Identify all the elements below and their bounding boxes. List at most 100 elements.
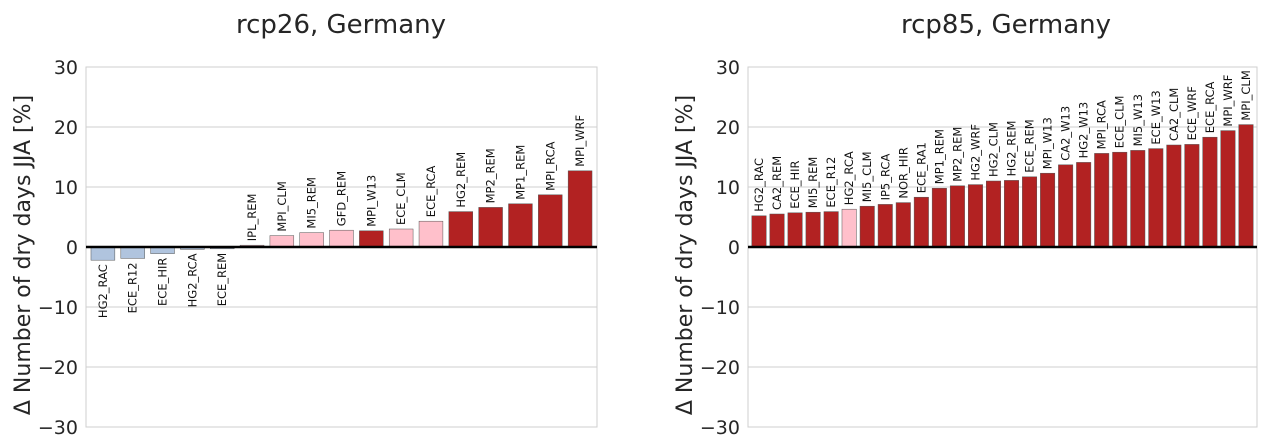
bar-label-mi5-w13: MI5_W13 bbox=[1131, 94, 1145, 146]
bar-hg2-rac bbox=[90, 246, 116, 261]
y-tick-label: −20 bbox=[38, 357, 78, 379]
bar-hg2-rca bbox=[841, 208, 857, 248]
bar-mpi-w13 bbox=[1040, 172, 1056, 248]
bar-label-mp2-rem: MP2_REM bbox=[950, 127, 964, 182]
bar-mp1-rem bbox=[508, 203, 533, 248]
bar-label-nor-hir: NOR_HIR bbox=[896, 147, 910, 198]
bar-label-hg2-clm: HG2_CLM bbox=[986, 122, 1000, 177]
bar-label-hg2-wrf: HG2_WRF bbox=[968, 124, 982, 181]
bar-mpi-rca bbox=[1094, 153, 1110, 248]
bar-label-ece-wrf: ECE_WRF bbox=[1185, 86, 1199, 140]
bar-ece-w13 bbox=[1148, 148, 1164, 248]
bar-label-ca2-w13: CA2_W13 bbox=[1059, 106, 1073, 161]
bar-mpi-rca bbox=[538, 194, 563, 248]
bar-label-mpi-w13: MPI_W13 bbox=[364, 175, 378, 227]
chart-rcp85: −30 −20 −10 0 10 20 30 HG2_RAC CA2_REM ECE_HIR MI5… bbox=[673, 10, 1258, 439]
bar-label-ece-rem: ECE_REM bbox=[215, 253, 229, 307]
bar-mi5-rem bbox=[805, 211, 821, 248]
bar-ece-hir bbox=[787, 212, 803, 248]
bar-label-mpi-rca: MPI_RCA bbox=[543, 141, 557, 190]
bar-label-ece-hir: ECE_HIR bbox=[788, 160, 802, 208]
bar-mp1-rem bbox=[931, 187, 947, 248]
bar-mpi-w13 bbox=[359, 230, 384, 248]
bar-ca2-w13 bbox=[1058, 164, 1074, 248]
bar-hg2-rem bbox=[448, 211, 473, 248]
y-tick-label: −30 bbox=[700, 417, 740, 439]
y-tick-label: −30 bbox=[38, 417, 78, 439]
bar-label-ip5-rca: IP5_RCA bbox=[878, 154, 892, 201]
y-axis-label: Δ Number of dry days JJA [%] bbox=[673, 95, 698, 415]
bar-ca2-rem bbox=[769, 213, 785, 248]
y-tick-label: −10 bbox=[700, 297, 740, 319]
bar-ece-ra1 bbox=[913, 196, 929, 248]
bar-ece-clm bbox=[388, 228, 414, 248]
bar-ece-rca bbox=[1202, 136, 1218, 248]
bar-label-mi5-rem: MI5_REM bbox=[305, 177, 319, 229]
bar-label-ece-ra1: ECE_RA1 bbox=[914, 142, 928, 193]
bar-label-hg2-rca: HG2_RCA bbox=[842, 151, 856, 205]
bar-nor-hir bbox=[895, 202, 911, 248]
bar-hg2-clm bbox=[986, 180, 1001, 248]
y-tick-label: 30 bbox=[54, 57, 78, 79]
y-tick-label: 10 bbox=[716, 177, 740, 199]
y-tick-label: 0 bbox=[728, 237, 740, 259]
bar-mp2-rem bbox=[949, 185, 965, 248]
y-tick-label: 30 bbox=[716, 57, 740, 79]
bar-ece-rca bbox=[418, 220, 444, 248]
bar-gfd-rem bbox=[329, 229, 354, 248]
bar-ece-clm bbox=[1112, 151, 1128, 248]
bar-ece-wrf bbox=[1184, 144, 1200, 248]
y-tick-label: 20 bbox=[54, 117, 78, 139]
y-tick-label: −20 bbox=[700, 357, 740, 379]
bar-ece-r12 bbox=[823, 211, 839, 248]
bar-label-ece-rca: ECE_RCA bbox=[424, 165, 438, 217]
chart-title: rcp26, Germany bbox=[236, 10, 446, 40]
bar-label-ece-hir: ECE_HIR bbox=[156, 258, 170, 306]
y-tick-label: 10 bbox=[54, 177, 78, 199]
bar-mp2-rem bbox=[478, 207, 503, 248]
bar-label-ca2-clm: CA2_CLM bbox=[1167, 88, 1181, 141]
bar-label-hg2-rca: HG2_RCA bbox=[185, 253, 199, 307]
bar-label-mpi-clm: MPI_CLM bbox=[275, 181, 289, 231]
bar-label-ipl-rem: IPL_REM bbox=[245, 194, 259, 242]
bar-mpi-clm bbox=[269, 235, 295, 248]
bar-mpi-clm bbox=[1238, 124, 1254, 248]
bar-label-hg2-rem: HG2_REM bbox=[1005, 121, 1019, 177]
bar-label-mi5-rem: MI5_REM bbox=[806, 157, 820, 209]
bar-mi5-rem bbox=[299, 232, 324, 248]
bar-mpi-wrf bbox=[1220, 130, 1236, 248]
bar-label-hg2-rac: HG2_RAC bbox=[96, 264, 110, 318]
bar-label-ece-rca: ECE_RCA bbox=[1203, 81, 1217, 133]
bar-mpi-wrf bbox=[567, 170, 593, 248]
bar-mi5-clm bbox=[859, 205, 875, 248]
bar-label-ece-clm: ECE_CLM bbox=[394, 172, 408, 225]
bar-label-hg2-rac: HG2_RAC bbox=[752, 158, 766, 212]
bar-label-mp1-rem: MP1_REM bbox=[932, 129, 946, 184]
bar-hg2-w13 bbox=[1076, 162, 1092, 248]
chart-rcp26: −30 −20 −10 0 10 20 30 HG2_RAC ECE_R12 ECE_HIR HG2… bbox=[11, 10, 598, 439]
y-tick-label: 0 bbox=[66, 237, 78, 259]
bar-label-mp2-rem: MP2_REM bbox=[484, 148, 498, 203]
bar-ece-r12 bbox=[120, 246, 145, 259]
bar-label-ece-clm: ECE_CLM bbox=[1113, 96, 1127, 149]
bar-ip5-rca bbox=[877, 204, 893, 248]
bar-label-hg2-rem: HG2_REM bbox=[454, 152, 468, 208]
y-axis-label: Δ Number of dry days JJA [%] bbox=[11, 95, 36, 415]
bar-label-ece-w13: ECE_W13 bbox=[1149, 90, 1163, 144]
bar-mi5-w13 bbox=[1130, 150, 1146, 248]
y-tick-label: −10 bbox=[38, 297, 78, 319]
bar-ca2-clm bbox=[1166, 144, 1182, 248]
y-tick-label: 20 bbox=[716, 117, 740, 139]
bar-hg2-wrf bbox=[967, 184, 983, 248]
bar-label-mpi-w13: MPI_W13 bbox=[1041, 117, 1055, 169]
bar-label-mp1-rem: MP1_REM bbox=[513, 145, 527, 200]
bar-label-ece-r12: ECE_R12 bbox=[824, 157, 838, 208]
bar-ece-rem bbox=[1022, 176, 1038, 248]
bar-label-mpi-wrf: MPI_WRF bbox=[1221, 75, 1235, 127]
chart-title: rcp85, Germany bbox=[901, 10, 1111, 40]
bar-label-mi5-clm: MI5_CLM bbox=[860, 151, 874, 202]
bar-label-ece-rem: ECE_REM bbox=[1023, 119, 1037, 173]
bar-label-ca2-rem: CA2_REM bbox=[770, 156, 784, 210]
bar-label-mpi-clm: MPI_CLM bbox=[1239, 70, 1253, 120]
